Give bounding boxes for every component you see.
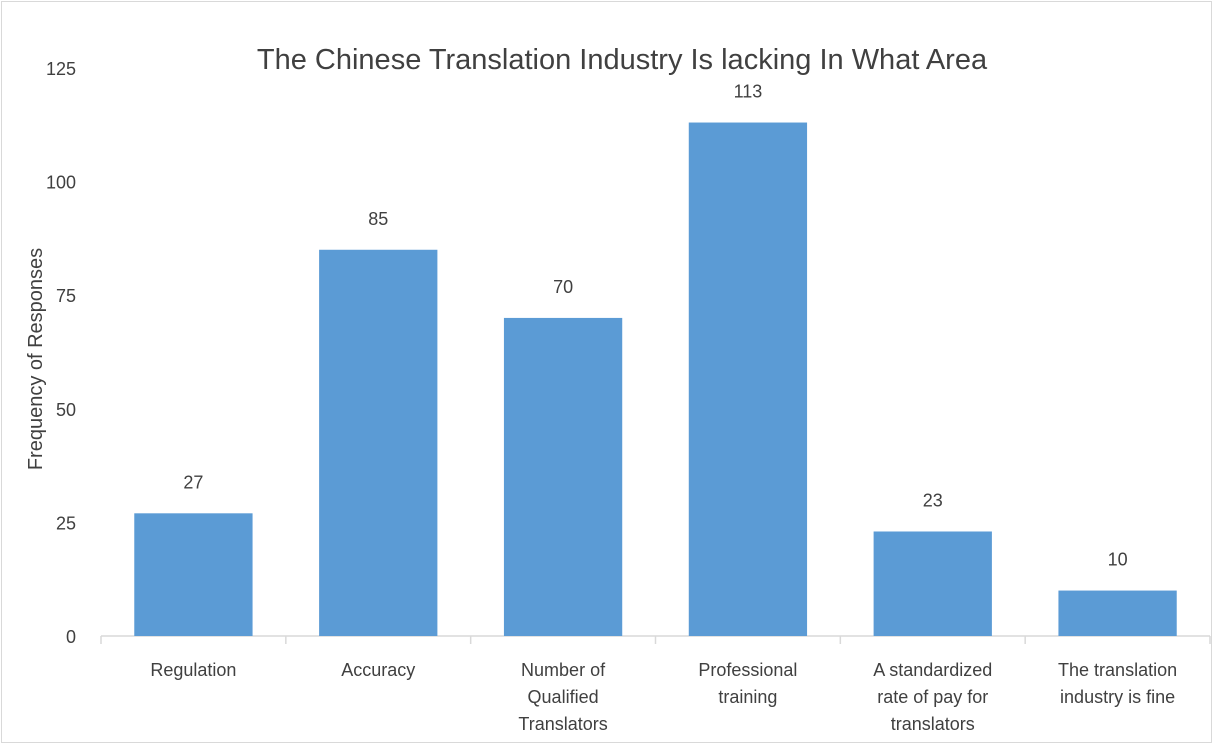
x-category-label: Number of <box>521 660 606 680</box>
x-category-label: Professional <box>698 660 797 680</box>
y-tick-label: 75 <box>56 286 76 306</box>
y-tick-label: 125 <box>46 59 76 79</box>
plot-area: 0 25 50 75 100 125 27 Regulation 85 Accuracy 70 Num… <box>46 59 1211 734</box>
data-label: 23 <box>923 490 943 510</box>
y-tick-label: 100 <box>46 173 76 193</box>
x-category-label: Qualified <box>528 687 599 707</box>
bar-5 <box>873 531 992 636</box>
x-category-label: Translators <box>518 714 607 734</box>
x-category-label: Accuracy <box>341 660 415 680</box>
data-label: 85 <box>368 209 388 229</box>
x-category-label: A standardized <box>873 660 992 680</box>
y-axis-label: Frequency of Responses <box>25 248 47 470</box>
x-category-label: industry is fine <box>1060 687 1175 707</box>
y-tick-label: 0 <box>66 627 76 647</box>
x-category-label: translators <box>891 714 975 734</box>
bar-6 <box>1058 590 1177 636</box>
data-label: 10 <box>1108 550 1128 570</box>
y-tick-label: 50 <box>56 400 76 420</box>
data-label: 27 <box>183 472 203 492</box>
x-category-label: rate of pay for <box>877 687 988 707</box>
x-category-label: The translation <box>1058 660 1177 680</box>
data-label: 70 <box>553 277 573 297</box>
bar-1 <box>134 513 253 636</box>
bar-2 <box>319 249 438 636</box>
bar-4 <box>688 122 808 636</box>
bar-3 <box>503 317 623 636</box>
data-label: 113 <box>734 82 763 102</box>
x-category-label: Regulation <box>150 660 236 680</box>
chart-title: The Chinese Translation Industry Is lack… <box>257 44 988 76</box>
x-category-label: training <box>718 687 777 707</box>
y-tick-label: 25 <box>56 513 76 533</box>
